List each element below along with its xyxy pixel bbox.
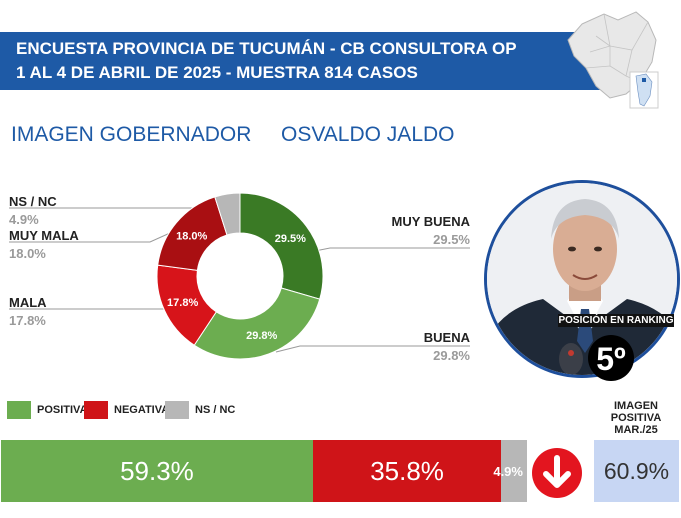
- subtitle-topic: IMAGEN GOBERNADOR: [11, 123, 252, 146]
- bar-segment-positiva: 59.3%: [1, 440, 313, 502]
- slice-label-buena: 29.8%: [246, 330, 277, 342]
- legend-label-ns-nc: NS / NC: [195, 404, 236, 416]
- label-mala: MALA: [9, 295, 47, 310]
- label-muy-buena: MUY BUENA: [391, 214, 471, 229]
- pct-muy-buena: 29.5%: [433, 232, 470, 247]
- legend-label-negativa: NEGATIVA: [114, 404, 170, 416]
- previous-title-line: IMAGEN: [614, 400, 658, 412]
- portrait-image: [487, 183, 677, 375]
- province-map-icon: [567, 11, 659, 109]
- legend-positiva: POSITIVA: [7, 401, 88, 419]
- slice-label-muy-mala: 18.0%: [176, 231, 207, 243]
- bar-segment-ns-nc: 4.9%: [493, 440, 527, 502]
- donut-slice-buena: [193, 287, 321, 360]
- donut-slice-muy-buena: [239, 192, 324, 300]
- previous-title-line: POSITIVA: [610, 412, 662, 424]
- leader-line-buena: [275, 345, 470, 353]
- previous-value: 60.9%: [594, 440, 679, 502]
- header-title: ENCUESTA PROVINCIA DE TUCUMÁN - CB CONSU…: [16, 39, 517, 58]
- previous-title-line: MAR./25: [614, 424, 658, 436]
- header-banner: ENCUESTA PROVINCIA DE TUCUMÁN - CB CONSU…: [0, 32, 600, 90]
- legend-ns-nc: NS / NC: [165, 401, 235, 419]
- label-buena: BUENA: [423, 330, 470, 345]
- donut-slices: [156, 192, 324, 360]
- pct-muy-mala: 18.0%: [9, 246, 46, 261]
- legend-negativa: NEGATIVA: [84, 401, 169, 419]
- legend-swatch-positiva: [7, 401, 31, 419]
- ranking-badge: 5º: [588, 335, 634, 381]
- ranking-label: POSICIÓN EN RANKING: [558, 314, 674, 327]
- legend-swatch-negativa: [84, 401, 108, 419]
- label-ns-nc: NS / NC: [9, 194, 57, 209]
- slice-label-muy-buena: 29.5%: [275, 233, 306, 245]
- label-muy-mala: MUY MALA: [9, 228, 79, 243]
- bar-segment-negativa: 35.8%: [312, 440, 502, 502]
- leader-line-muy-buena: [309, 247, 470, 253]
- pct-buena: 29.8%: [433, 348, 470, 363]
- pct-ns-nc: 4.9%: [9, 212, 39, 227]
- subtitle-name: OSVALDO JALDO: [281, 123, 455, 146]
- arrow-down-icon: [532, 448, 582, 498]
- previous-title: IMAGEN POSITIVA MAR./25: [594, 400, 678, 436]
- governor-photo: [484, 180, 680, 378]
- header-subtitle: 1 AL 4 DE ABRIL DE 2025 - MUESTRA 814 CA…: [16, 63, 418, 82]
- legend-swatch-ns-nc: [165, 401, 189, 419]
- donut-slice-ns-nc: [214, 192, 241, 236]
- slice-label-mala: 17.8%: [167, 297, 198, 309]
- legend-label-positiva: POSITIVA: [37, 404, 88, 416]
- donut-slice-labels: 29.5% 29.8% 17.8% 18.0%: [167, 231, 306, 343]
- pct-mala: 17.8%: [9, 313, 46, 328]
